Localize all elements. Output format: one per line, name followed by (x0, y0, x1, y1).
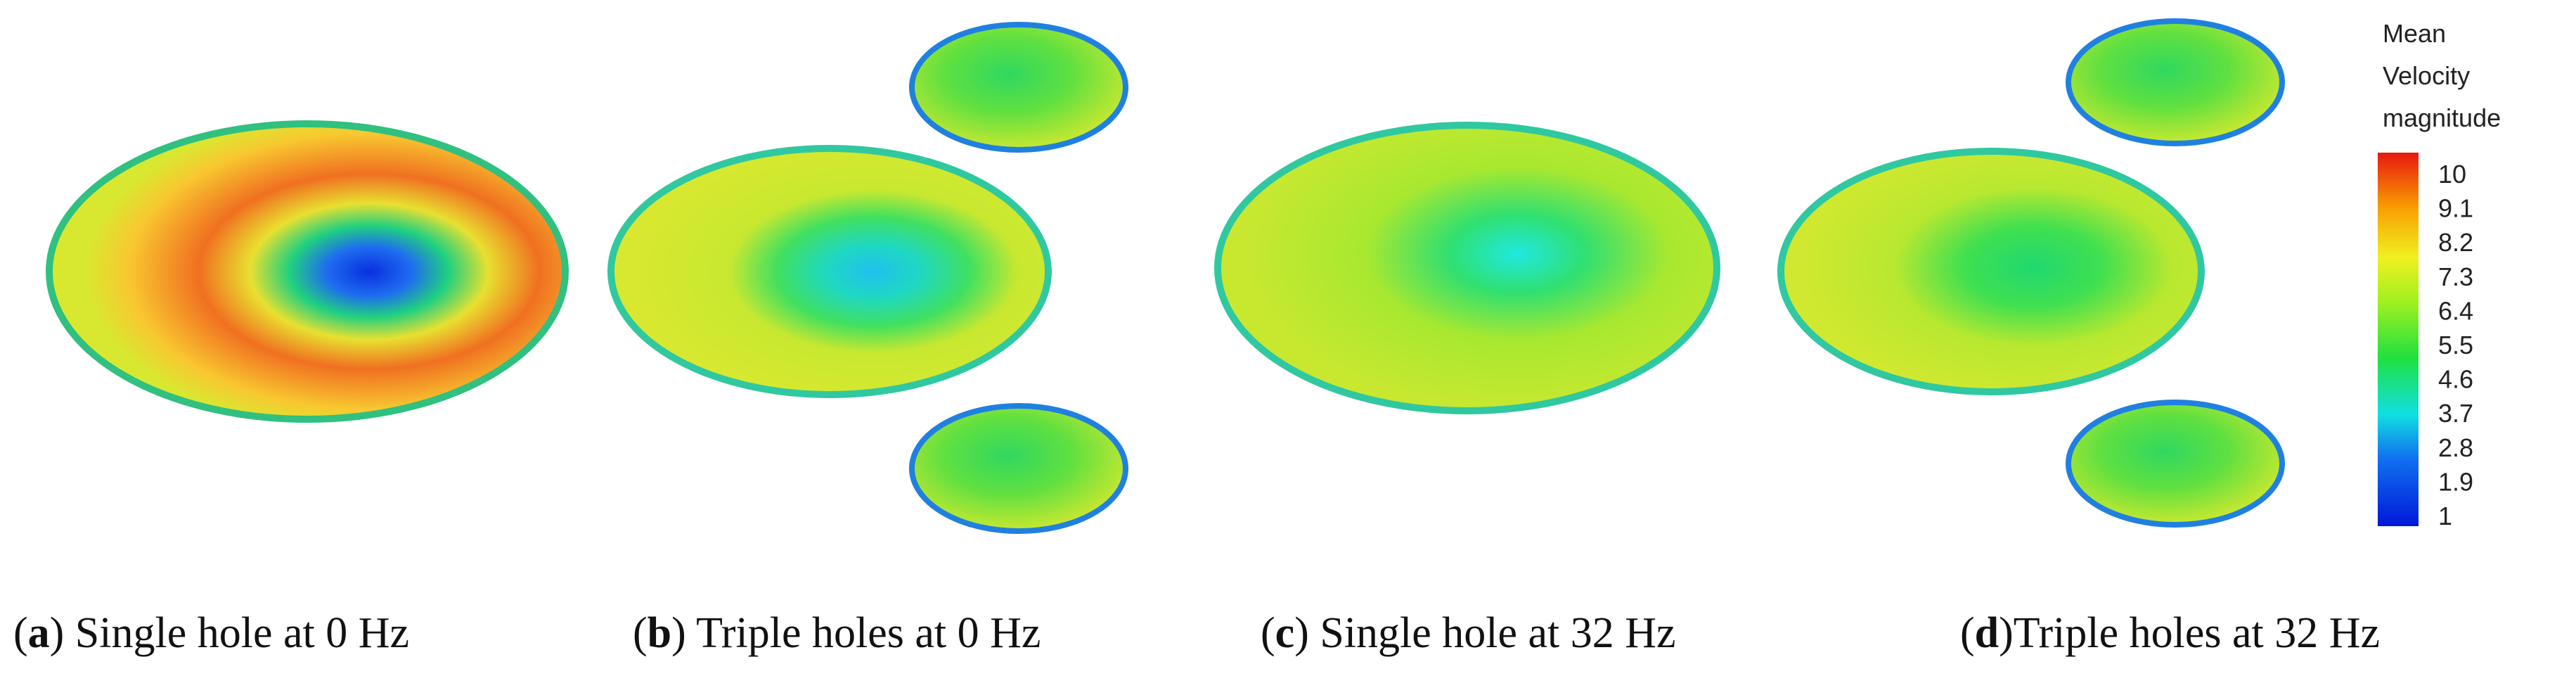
caption-text: )Triple holes at 32 Hz (1999, 609, 2380, 657)
caption-text: ) Single hole at 32 Hz (1294, 609, 1675, 657)
contour-plot (909, 22, 1128, 153)
colorbar-tick-label: 1 (2438, 502, 2452, 530)
colorbar-tick-label: 9.1 (2438, 194, 2473, 223)
contours (46, 18, 2285, 534)
contour-plot (909, 403, 1128, 534)
caption-paren: ( (1261, 609, 1275, 657)
colorbar (2378, 153, 2419, 526)
colorbar-tick-label: 7.3 (2438, 262, 2473, 291)
colorbar-title: Mean (2383, 19, 2446, 48)
caption-paren: ( (13, 609, 28, 657)
contour-plot (46, 120, 569, 423)
caption: (b) Triple holes at 0 Hz (633, 609, 1041, 657)
caption-text: ) Single hole at 0 Hz (50, 609, 409, 657)
colorbar-title: magnitude (2383, 103, 2501, 132)
captions: (a) Single hole at 0 Hz (b) Triple holes … (13, 609, 2380, 657)
caption-paren: ( (1960, 609, 1975, 657)
colorbar-tick-label: 8.2 (2438, 228, 2473, 257)
contour-plot (2066, 400, 2285, 528)
colorbar-tick-label: 6.4 (2438, 296, 2473, 325)
caption: (c) Single hole at 32 Hz (1261, 609, 1676, 657)
colorbar-tick-label: 4.6 (2438, 365, 2473, 394)
colorbar-tick-label: 5.5 (2438, 331, 2473, 359)
caption-letter: d (1975, 609, 1999, 657)
colorbar-labels: Mean Velocity magnitude 10 9.1 8.2 7.3 6.4 5.5 4.… (2383, 19, 2501, 530)
caption-text: ) Triple holes at 0 Hz (671, 609, 1041, 657)
caption: (d)Triple holes at 32 Hz (1960, 609, 2380, 657)
contour-plot (607, 145, 1052, 398)
caption-letter: a (28, 609, 50, 657)
colorbar-tick-label: 3.7 (2438, 399, 2473, 428)
contour-plot (1777, 148, 2205, 395)
caption-paren: ( (633, 609, 648, 657)
colorbar-tick-label: 10 (2438, 160, 2466, 189)
contour-plot (2066, 18, 2285, 146)
colorbar-title: Velocity (2383, 61, 2470, 90)
colorbar-tick-label: 1.9 (2438, 467, 2473, 496)
contour-plot (1214, 122, 1720, 414)
caption: (a) Single hole at 0 Hz (13, 609, 409, 657)
colorbar-tick-label: 2.8 (2438, 433, 2473, 462)
caption-letter: b (648, 609, 671, 657)
caption-letter: c (1275, 609, 1295, 657)
